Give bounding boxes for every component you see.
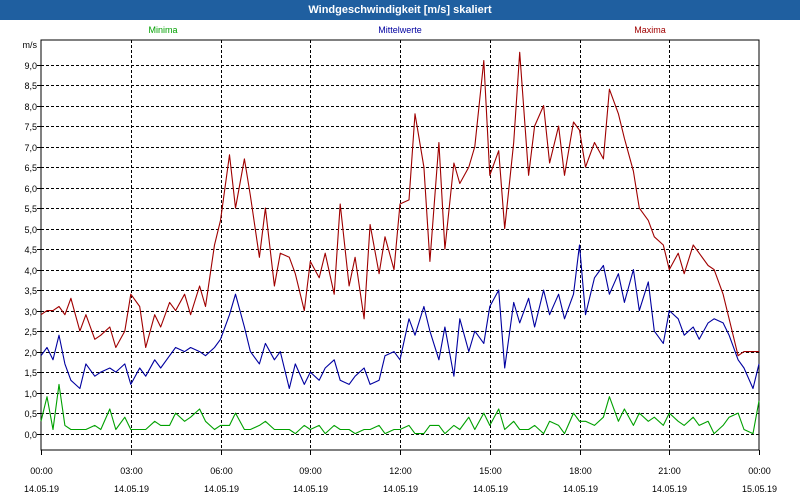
- x-tick-date: 15.05.19: [742, 484, 777, 494]
- x-tick-date: 14.05.19: [473, 484, 508, 494]
- y-tick-label: 5,0: [24, 225, 37, 235]
- y-tick-label: 7,0: [24, 143, 37, 153]
- y-tick-label: 0,0: [24, 430, 37, 440]
- legend-maxima: Maxima: [634, 25, 666, 35]
- y-tick-label: 9,0: [24, 61, 37, 71]
- x-tick-time: 03:00: [120, 466, 143, 476]
- x-tick-time: 00:00: [30, 466, 53, 476]
- legend-mittelwerte: Mittelwerte: [378, 25, 422, 35]
- x-tick-date: 14.05.19: [114, 484, 149, 494]
- y-tick-label: 6,0: [24, 184, 37, 194]
- x-tick-time: 00:00: [748, 466, 771, 476]
- y-tick-label: 6,5: [24, 163, 37, 173]
- x-tick-time: 06:00: [210, 466, 233, 476]
- y-tick-label: 1,5: [24, 368, 37, 378]
- y-tick-label: 4,0: [24, 266, 37, 276]
- x-tick-date: 14.05.19: [563, 484, 598, 494]
- y-tick-label: 1,0: [24, 389, 37, 399]
- y-tick-label: 7,5: [24, 122, 37, 132]
- window-title: Windgeschwindigkeit [m/s] skaliert: [0, 0, 800, 20]
- y-tick-label: 8,5: [24, 81, 37, 91]
- y-tick-label: 3,0: [24, 307, 37, 317]
- y-tick-label: 0,5: [24, 409, 37, 419]
- x-tick-time: 12:00: [389, 466, 412, 476]
- y-tick-label: 5,5: [24, 204, 37, 214]
- y-tick-label: 3,5: [24, 286, 37, 296]
- x-tick-time: 18:00: [569, 466, 592, 476]
- series-line-mittelwerte: [40, 244, 760, 390]
- series-lines: [40, 51, 760, 435]
- series-line-maxima: [40, 51, 759, 357]
- x-tick-date: 14.05.19: [204, 484, 239, 494]
- y-axis-unit: m/s: [23, 40, 38, 50]
- x-tick-time: 21:00: [658, 466, 681, 476]
- x-tick-date: 14.05.19: [383, 484, 418, 494]
- x-tick-date: 14.05.19: [24, 484, 59, 494]
- y-tick-label: 2,0: [24, 348, 37, 358]
- y-tick-label: 8,0: [24, 102, 37, 112]
- x-tick-time: 09:00: [299, 466, 322, 476]
- legend-minima: Minima: [148, 25, 177, 35]
- line-chart: 0,0 0,5 1,0 1,5 2,0 2,5 3,0 3,5 4,0 4,5 5,0 5,5 6,0 6…: [23, 25, 778, 494]
- x-tick-date: 14.05.19: [652, 484, 687, 494]
- y-tick-label: 4,5: [24, 245, 37, 255]
- series-line-minima: [40, 383, 760, 435]
- x-tick-time: 15:00: [479, 466, 502, 476]
- y-tick-label: 2,5: [24, 327, 37, 337]
- x-tick-date: 14.05.19: [293, 484, 328, 494]
- grid: [37, 39, 760, 455]
- axis-labels: 0,0 0,5 1,0 1,5 2,0 2,5 3,0 3,5 4,0 4,5 5,0 5,5 6,0 6…: [23, 25, 778, 494]
